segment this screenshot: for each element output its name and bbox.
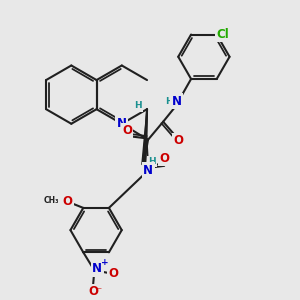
Text: N: N [92, 262, 102, 275]
Text: Cl: Cl [217, 28, 230, 41]
Text: N: N [143, 164, 153, 177]
Text: H: H [165, 97, 173, 106]
Text: H: H [148, 157, 156, 166]
Text: O: O [109, 267, 119, 280]
Text: O: O [173, 134, 183, 148]
Polygon shape [142, 109, 147, 165]
Text: +: + [101, 258, 108, 267]
Text: O: O [62, 195, 72, 208]
Text: ⁻: ⁻ [97, 286, 102, 296]
Text: O: O [160, 152, 170, 165]
Text: N: N [117, 117, 127, 130]
Text: CH₃: CH₃ [44, 196, 59, 205]
Text: O: O [122, 124, 132, 137]
Text: O: O [88, 285, 98, 298]
Text: N: N [172, 95, 182, 108]
Text: H: H [134, 101, 142, 110]
